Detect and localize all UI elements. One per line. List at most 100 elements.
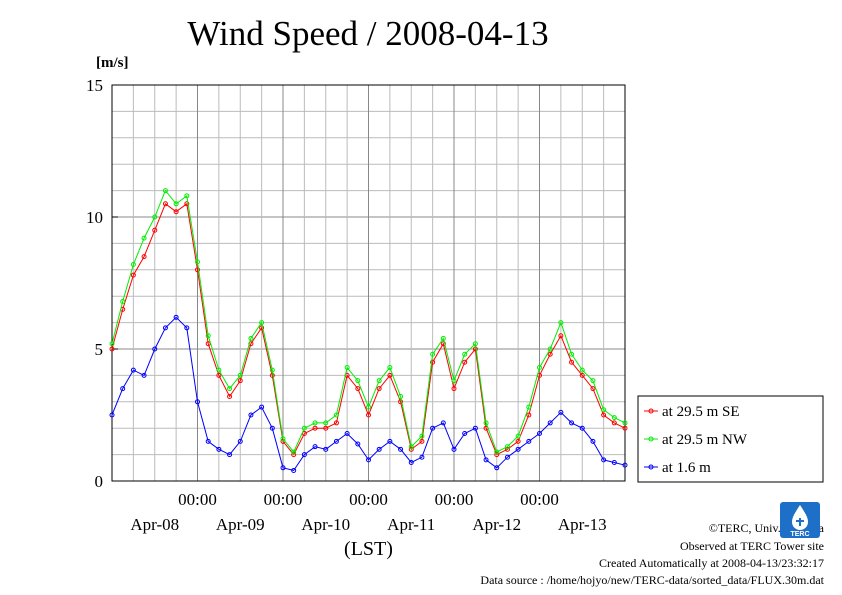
- data-point: [227, 386, 233, 392]
- data-point: [601, 407, 607, 413]
- data-point: [323, 425, 329, 431]
- x-date-label: Apr-12: [472, 515, 521, 534]
- x-date-label: Apr-13: [558, 515, 607, 534]
- data-point: [237, 372, 243, 378]
- data-point: [558, 409, 564, 415]
- x-date-label: Apr-08: [130, 515, 179, 534]
- data-point: [430, 425, 436, 431]
- data-point: [504, 444, 510, 450]
- data-point: [355, 386, 361, 392]
- data-point: [173, 209, 179, 215]
- data-point: [590, 378, 596, 384]
- x-time-label: 00:00: [264, 490, 303, 509]
- x-time-label: 00:00: [520, 490, 559, 509]
- data-point: [472, 341, 478, 347]
- data-point: [333, 438, 339, 444]
- terc-logo: TERC: [780, 502, 820, 538]
- data-point: [301, 425, 307, 431]
- data-point: [248, 412, 254, 418]
- data-point: [120, 386, 126, 392]
- data-point: [515, 433, 521, 439]
- data-point: [547, 420, 553, 426]
- data-point: [526, 404, 532, 410]
- data-point: [195, 259, 200, 265]
- data-point: [366, 412, 371, 418]
- data-point: [173, 201, 179, 207]
- data-point: [280, 465, 286, 471]
- data-point: [601, 412, 607, 418]
- data-point: [259, 320, 265, 326]
- data-point: [462, 430, 468, 436]
- data-point: [173, 314, 179, 320]
- data-point: [323, 446, 329, 452]
- data-point: [376, 386, 382, 392]
- data-point: [216, 372, 222, 378]
- observed-site-text: Observed at TERC Tower site: [679, 539, 824, 553]
- data-point: [312, 444, 318, 450]
- data-point: [398, 399, 404, 405]
- data-point: [494, 449, 500, 455]
- data-point: [472, 425, 478, 431]
- data-point: [237, 378, 243, 384]
- data-point: [483, 457, 489, 463]
- data-point: [259, 325, 265, 331]
- data-point: [547, 346, 553, 352]
- data-point: [130, 272, 136, 278]
- x-time-label: 00:00: [349, 490, 388, 509]
- data-point: [323, 420, 329, 426]
- data-point: [366, 404, 371, 410]
- data-point: [152, 346, 158, 352]
- data-point: [355, 378, 361, 384]
- created-timestamp-text: Created Automatically at 2008-04-13/23:3…: [599, 556, 824, 570]
- data-point: [569, 420, 575, 426]
- data-point: [387, 372, 393, 378]
- data-point: [333, 420, 339, 426]
- data-point: [269, 425, 275, 431]
- data-point: [408, 460, 414, 466]
- data-point: [430, 359, 436, 365]
- x-time-label: 00:00: [178, 490, 217, 509]
- data-point: [622, 425, 628, 431]
- data-point: [184, 193, 190, 199]
- y-tick-label: 10: [86, 208, 103, 227]
- terc-logo-text: TERC: [790, 531, 809, 538]
- data-point: [109, 412, 115, 418]
- data-point: [312, 425, 318, 431]
- legend-swatch-marker: [648, 408, 654, 414]
- data-point: [355, 441, 361, 447]
- series-0: [109, 201, 628, 458]
- data-point: [227, 394, 233, 400]
- legend-swatch-marker: [648, 464, 654, 470]
- data-point: [590, 386, 596, 392]
- data-point: [162, 325, 168, 331]
- data-point: [526, 412, 532, 418]
- data-point: [387, 364, 393, 370]
- data-source-text: Data source : /home/hojyo/new/TERC-data/…: [480, 573, 824, 587]
- data-point: [301, 452, 307, 458]
- data-point: [515, 438, 521, 444]
- data-point: [162, 188, 168, 194]
- chart-title: Wind Speed / 2008-04-13: [187, 14, 549, 53]
- data-point: [611, 460, 617, 466]
- plot-frame: [111, 84, 626, 482]
- data-point: [195, 267, 200, 273]
- data-point: [579, 425, 585, 431]
- data-point: [259, 404, 265, 410]
- data-point: [109, 341, 115, 347]
- data-point: [109, 346, 115, 352]
- data-point: [526, 438, 532, 444]
- data-point: [504, 446, 510, 452]
- data-point: [451, 386, 457, 392]
- data-point: [205, 438, 211, 444]
- legend-label: at 29.5 m NW: [662, 432, 748, 448]
- data-point: [141, 254, 147, 260]
- series-line: [111, 189, 626, 453]
- data-point: [376, 378, 382, 384]
- y-tick-label: 15: [86, 76, 103, 95]
- series-line: [111, 316, 626, 471]
- data-point: [611, 415, 617, 421]
- data-point: [237, 438, 243, 444]
- series-line: [111, 202, 626, 456]
- data-point: [152, 214, 158, 220]
